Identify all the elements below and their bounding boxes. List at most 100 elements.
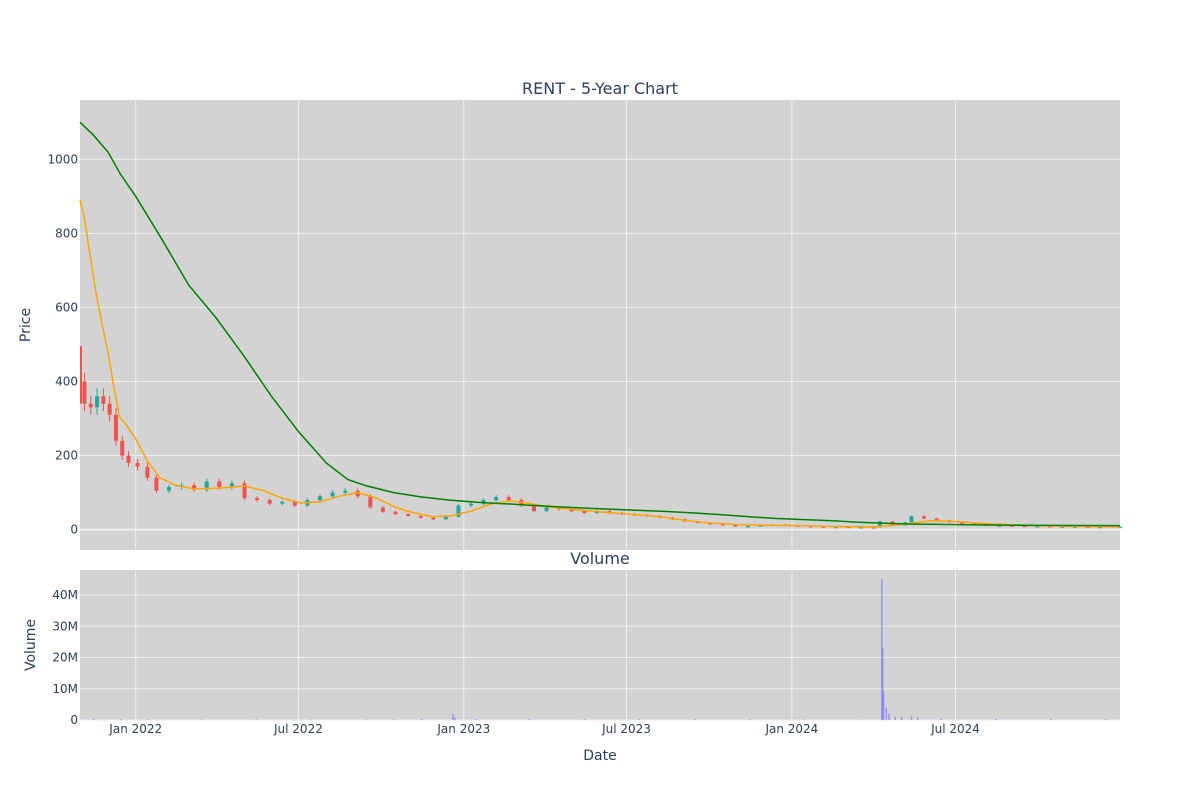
volume-bar bbox=[200, 719, 203, 721]
volume-bar bbox=[910, 716, 913, 720]
volume-bar bbox=[900, 717, 903, 720]
x-axis-ticks: Jan 2022 Jul 2022 Jan 2023 Jul 2023 Jan 2024… bbox=[108, 722, 980, 736]
candle-body bbox=[88, 403, 93, 408]
candle-body bbox=[355, 490, 360, 497]
x-tick-label: Jul 2022 bbox=[273, 722, 323, 736]
x-tick-label: Jan 2024 bbox=[764, 722, 818, 736]
candle-body bbox=[120, 440, 125, 456]
candle-body bbox=[406, 514, 411, 516]
candle-body bbox=[126, 455, 131, 463]
price-axis-title: Price bbox=[18, 308, 34, 342]
price-tick-label: 1000 bbox=[47, 152, 78, 166]
volume-bar bbox=[147, 719, 150, 720]
volume-tick-label: 40M bbox=[52, 588, 78, 602]
candle-body bbox=[192, 485, 197, 490]
moving-average-long-line bbox=[79, 121, 1121, 527]
moving-average-lines bbox=[79, 121, 1121, 528]
candle-body bbox=[107, 403, 112, 415]
candle-body bbox=[343, 490, 348, 493]
volume-bar bbox=[475, 718, 478, 720]
candle-body bbox=[494, 497, 499, 500]
volume-bar bbox=[420, 719, 423, 720]
candle-body bbox=[506, 497, 511, 500]
candle-body bbox=[318, 496, 322, 500]
candle-body bbox=[393, 511, 398, 515]
volume-bar bbox=[803, 719, 806, 721]
candle-body bbox=[745, 525, 750, 528]
candle-body bbox=[833, 526, 838, 529]
candle-body bbox=[934, 518, 939, 521]
volume-bar bbox=[119, 719, 122, 720]
volume-bar bbox=[365, 719, 368, 721]
volume-bar bbox=[995, 719, 997, 720]
volume-bar bbox=[454, 717, 456, 720]
price-tick-label: 600 bbox=[55, 300, 78, 314]
candle-body bbox=[959, 522, 964, 524]
volume-bar bbox=[392, 719, 395, 720]
volume-bar bbox=[748, 719, 751, 720]
candle-body bbox=[145, 466, 150, 478]
candle-body bbox=[1098, 526, 1103, 529]
candle-body bbox=[242, 483, 247, 499]
candle-body bbox=[418, 515, 423, 518]
x-tick-label: Jan 2023 bbox=[436, 722, 490, 736]
volume-bar bbox=[917, 717, 919, 720]
candle-body bbox=[544, 507, 549, 512]
candle-body bbox=[113, 414, 118, 441]
volume-bars bbox=[92, 579, 1107, 721]
volume-tick-label: 20M bbox=[52, 651, 78, 665]
volume-bar bbox=[857, 719, 860, 721]
candle-body bbox=[204, 481, 209, 490]
volume-tick-label: 10M bbox=[52, 682, 78, 696]
chart-title: RENT - 5-Year Chart bbox=[522, 79, 678, 98]
price-panel-background bbox=[80, 100, 1120, 550]
candle-body bbox=[582, 511, 587, 513]
volume-bar bbox=[894, 716, 897, 720]
volume-bar bbox=[310, 719, 312, 721]
candle-body bbox=[280, 501, 285, 504]
candle-body bbox=[1118, 526, 1122, 529]
volume-bar bbox=[940, 718, 942, 720]
volume-subplot-title: Volume bbox=[570, 549, 630, 568]
candle-body bbox=[531, 505, 536, 512]
candle-body bbox=[267, 500, 272, 504]
price-gridlines bbox=[80, 100, 1120, 550]
volume-axis-title: Volume bbox=[23, 619, 39, 671]
candle-body bbox=[255, 498, 260, 500]
volume-bar bbox=[881, 579, 883, 720]
candle-body bbox=[431, 517, 436, 520]
volume-gridlines bbox=[80, 570, 1120, 721]
volume-bar bbox=[1104, 719, 1107, 720]
volume-tick-label: 0 bbox=[70, 713, 78, 727]
x-tick-label: Jul 2024 bbox=[930, 722, 980, 736]
volume-panel-background bbox=[80, 570, 1120, 720]
candle-body bbox=[997, 525, 1002, 527]
candle-body bbox=[758, 525, 763, 527]
candle-body bbox=[469, 503, 474, 506]
candle-body bbox=[859, 527, 864, 529]
price-tick-label: 800 bbox=[55, 226, 78, 240]
volume-bar bbox=[885, 707, 888, 720]
candle-body bbox=[166, 487, 171, 491]
candle-body bbox=[380, 507, 385, 512]
candle-body bbox=[1060, 526, 1065, 528]
candle-body bbox=[443, 516, 448, 520]
volume-bar bbox=[528, 719, 531, 720]
candle-body bbox=[101, 396, 106, 404]
volume-y-ticks: 0 10M 20M 30M 40M bbox=[52, 588, 78, 727]
candle-body bbox=[733, 525, 738, 527]
price-tick-label: 0 bbox=[70, 523, 78, 537]
volume-bar bbox=[452, 713, 454, 720]
moving-average-short-line bbox=[79, 199, 1121, 528]
candle-body bbox=[909, 516, 914, 523]
volume-bar bbox=[255, 719, 257, 720]
candle-body bbox=[135, 462, 140, 467]
candle-body bbox=[217, 481, 222, 488]
candle-body bbox=[569, 509, 574, 512]
volume-bar bbox=[638, 719, 640, 720]
candle-body bbox=[878, 521, 882, 528]
x-axis-title: Date bbox=[583, 748, 616, 764]
price-y-ticks: 0 200 400 600 800 1000 bbox=[47, 152, 78, 536]
